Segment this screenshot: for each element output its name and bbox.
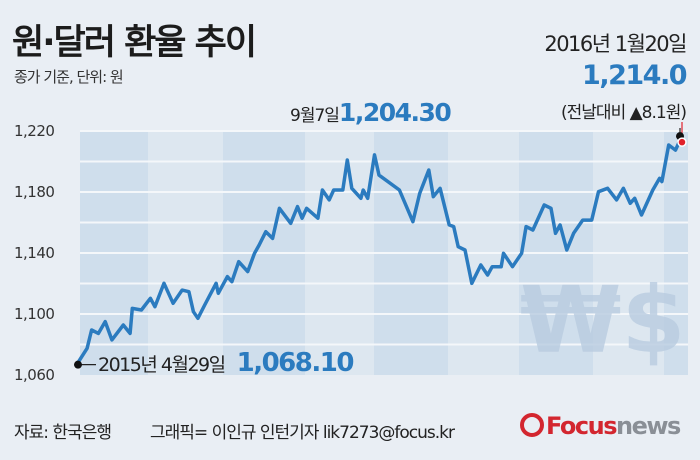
y-tick-label: 1,140 [14, 244, 54, 262]
page-title: 원·달러 환율 추이 [12, 23, 257, 63]
gridlines [80, 130, 688, 346]
credit-text: 그래픽= 이인규 인턴기자 lik7273@focus.kr [150, 423, 455, 443]
latest-value: 1,214.0 [582, 60, 687, 91]
start-annotation: 2015년 4월29일 1,068.10 [98, 348, 355, 378]
subtitle: 종가 기준, 단위: 원 [14, 68, 124, 86]
latest-date: 2016년 1월20일 [544, 32, 687, 56]
peak-value: 1,204.30 [338, 98, 452, 127]
y-tick-label: 1,220 [14, 122, 54, 140]
logo-mark-icon [520, 413, 544, 437]
peak-date: 9월7일 [290, 106, 340, 126]
start-date: 2015년 4월29일 [98, 354, 226, 376]
latest-marker [677, 137, 687, 147]
change-text: (전날대비 ▲8.1원) [561, 103, 687, 123]
watermark-won-dollar: ₩$ [520, 267, 686, 374]
y-tick-label: 1,180 [14, 183, 54, 201]
markers [74, 132, 687, 369]
peak-annotation: 9월7일1,204.30 [290, 98, 452, 127]
series-line [76, 139, 682, 364]
y-tick-label: 1,100 [14, 305, 54, 323]
y-tick-label: 1,060 [14, 366, 54, 384]
source-text: 자료: 한국은행 [14, 423, 112, 443]
y-axis-ticks: 1,220 1,180 1,140 1,100 1,060 [14, 122, 55, 384]
start-value: 1,068.10 [236, 348, 355, 378]
start-marker [74, 360, 82, 369]
focusnews-logo: Focusnews [520, 412, 681, 440]
